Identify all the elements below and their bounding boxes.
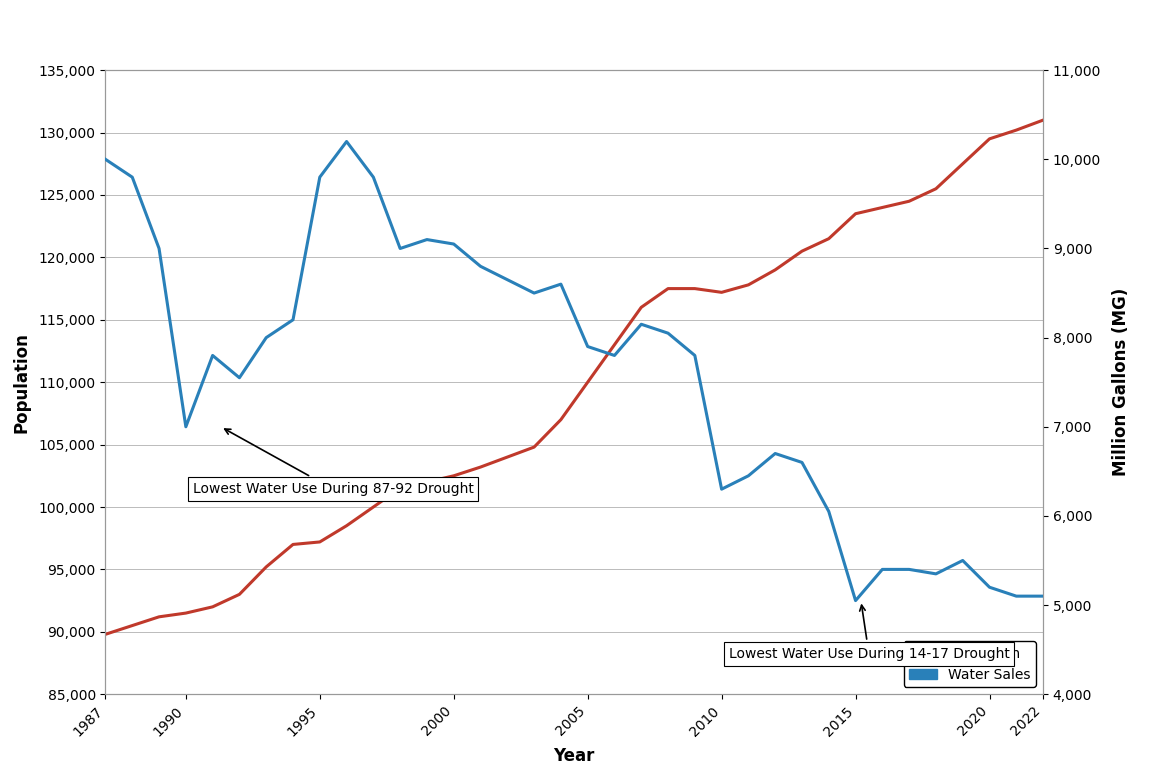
Population [795,246,809,256]
Population [768,265,782,275]
Line: Population: Population [105,120,1043,634]
Water Sales [367,172,381,182]
Water Sales [554,279,568,289]
Water Sales [742,471,756,480]
Line: Water Sales: Water Sales [105,141,1043,601]
Water Sales [955,556,969,566]
Water Sales [580,342,594,351]
Population [742,280,756,289]
Y-axis label: Million Gallons (MG): Million Gallons (MG) [1112,288,1130,477]
Water Sales [768,448,782,458]
Population [527,442,541,452]
Population [634,303,648,312]
Population [152,612,166,622]
Population [1036,115,1050,125]
Y-axis label: Population: Population [12,332,30,433]
Water Sales [340,136,354,146]
Water Sales [98,154,113,164]
Population [259,562,273,572]
Population [661,284,675,293]
Population [688,284,702,293]
Water Sales [1036,591,1050,601]
Water Sales [527,289,541,298]
Population [849,209,863,218]
Water Sales [125,172,139,182]
Population [286,540,300,549]
Population [473,463,488,472]
Population [902,197,917,206]
Population [822,234,836,243]
Population [367,502,381,512]
Water Sales [822,507,836,516]
Water Sales [688,351,702,360]
Population [125,621,139,630]
Population [500,452,515,462]
Population [580,378,594,387]
Water Sales [473,261,488,271]
Population [340,521,354,530]
Population [955,159,969,168]
Population [447,471,461,480]
Water Sales [607,351,621,360]
Population [875,203,890,212]
Water Sales [420,235,434,244]
Population [232,590,246,599]
Water Sales [1009,591,1023,601]
Water Sales [795,458,809,467]
Population [1009,126,1023,135]
Population [607,340,621,349]
Water Sales [500,275,515,285]
Population [715,288,729,297]
Water Sales [393,244,407,254]
Population [554,415,568,424]
Population [393,484,407,493]
Water Sales [849,596,863,605]
Legend: Population, Water Sales: Population, Water Sales [904,641,1036,687]
Population [179,608,193,618]
Water Sales [875,565,890,574]
Population [420,477,434,487]
Water Sales [447,239,461,249]
Water Sales [715,484,729,494]
Water Sales [232,373,246,382]
Water Sales [634,320,648,329]
Water Sales [259,333,273,342]
Population [98,629,113,639]
Water Sales [152,244,166,254]
Water Sales [313,172,327,182]
Water Sales [179,422,193,431]
Population [313,537,327,547]
Water Sales [205,351,219,360]
Water Sales [929,569,943,579]
Water Sales [661,328,675,338]
Water Sales [902,565,917,574]
X-axis label: Year: Year [553,747,595,765]
Water Sales [982,583,996,592]
Text: Lowest Water Use During 87-92 Drought: Lowest Water Use During 87-92 Drought [192,429,473,496]
Population [982,134,996,144]
Population [929,184,943,193]
Text: Lowest Water Use During 14-17 Drought: Lowest Water Use During 14-17 Drought [729,605,1009,661]
Text: City Water Demand: City Water Demand [15,26,348,55]
Water Sales [286,315,300,324]
Population [205,602,219,612]
